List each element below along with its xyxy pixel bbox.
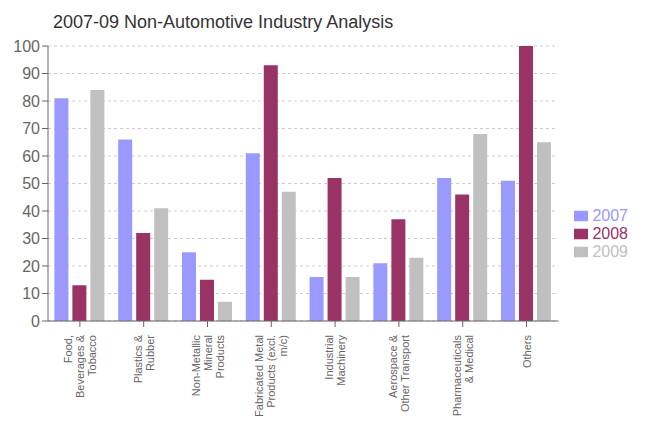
html-text:2007-09 Non-Automotive Industr: 2007-09 Non-Automotive Industry Analysis [53, 12, 394, 32]
svg-text:Pharmaceuticals& Medical: Pharmaceuticals& Medical [451, 335, 475, 417]
svg-text:90: 90 [22, 65, 40, 82]
svg-text:Others: Others [521, 335, 533, 369]
svg-text:Plastics &Rubber: Plastics &Rubber [132, 334, 156, 383]
svg-text:Fabricated MetalProducts (excl: Fabricated MetalProducts (excl.m/c) [253, 335, 289, 417]
svg-text:100: 100 [13, 38, 40, 55]
html-text:2007: 2007 [592, 206, 628, 224]
svg-text:40: 40 [22, 203, 40, 220]
svg-text:30: 30 [22, 230, 40, 247]
svg-text:60: 60 [22, 148, 40, 165]
svg-text:Food,Beverages &Tobacco: Food,Beverages &Tobacco [62, 334, 98, 398]
html-text:2008: 2008 [592, 224, 628, 242]
svg-text:20: 20 [22, 258, 40, 275]
svg-text:Non-MetallicMineralProducts: Non-MetallicMineralProducts [190, 335, 226, 397]
svg-text:50: 50 [22, 175, 40, 192]
svg-text:70: 70 [22, 120, 40, 137]
html-text:2009: 2009 [592, 242, 628, 260]
svg-text:80: 80 [22, 93, 40, 110]
svg-text:0: 0 [31, 313, 40, 330]
svg-text:Aerospace &Other Transport: Aerospace &Other Transport [387, 334, 411, 412]
svg-text:10: 10 [22, 285, 40, 302]
svg-text:IndustrialMachinery: IndustrialMachinery [323, 335, 347, 386]
